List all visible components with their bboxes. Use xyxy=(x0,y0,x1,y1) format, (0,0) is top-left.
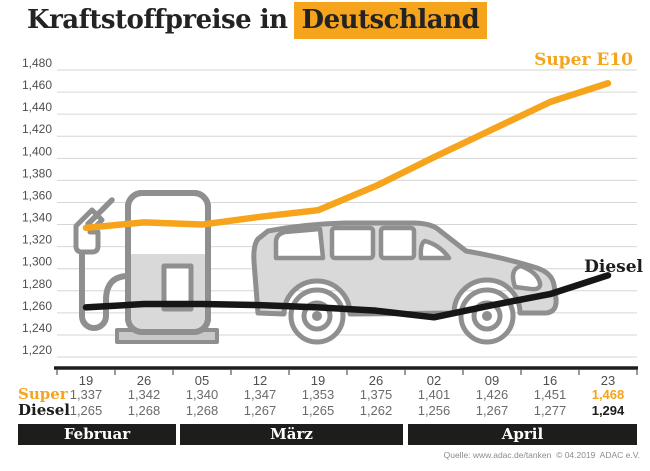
y-axis-tick-label: 1,300 xyxy=(22,255,52,269)
x-axis: 19 26 05 12 19 26 02 09 16 23 xyxy=(54,366,638,388)
y-axis-tick-label: 1,260 xyxy=(22,299,52,313)
super-value-cell: 1,426 xyxy=(475,387,509,402)
line-super xyxy=(82,79,612,232)
diesel-value-cell: 1,267 xyxy=(243,403,277,418)
page-title: Kraftstoffpreise in Deutschland xyxy=(27,2,488,39)
week-label: 23 xyxy=(601,373,615,388)
y-axis-tick-label: 1,220 xyxy=(22,343,52,357)
super-value-cell: 1,340 xyxy=(185,387,219,402)
diesel-value-cell: 1,277 xyxy=(533,403,567,418)
table-row-super: Super 1,337 1,342 1,340 1,347 1,353 1,375 1,40… xyxy=(0,385,650,403)
super-value-cell: 1,342 xyxy=(127,387,161,402)
source-note: Quelle: www.adac.de/tanken © 04.2019 ADA… xyxy=(443,450,640,460)
y-axis-tick-label: 1,480 xyxy=(22,56,52,70)
diesel-value-cell: 1,265 xyxy=(301,403,335,418)
week-label: 19 xyxy=(79,373,93,388)
row-header-super: Super xyxy=(18,385,68,403)
super-value-cell: 1,401 xyxy=(417,387,451,402)
week-label: 26 xyxy=(369,373,383,388)
super-value-cell: 1,375 xyxy=(359,387,393,402)
super-value-cell: 1,347 xyxy=(243,387,277,402)
diesel-value-cell: 1,268 xyxy=(185,403,219,418)
y-axis-tick-label: 1,400 xyxy=(22,144,52,158)
series-label-super-e10: Super E10 xyxy=(534,50,633,70)
diesel-value-cell: 1,262 xyxy=(359,403,393,418)
super-value-cell: 1,353 xyxy=(301,387,335,402)
week-label: 12 xyxy=(253,373,267,388)
line-diesel xyxy=(82,272,612,321)
y-axis-tick-label: 1,380 xyxy=(22,166,52,180)
week-label: 02 xyxy=(427,373,441,388)
fuel-pump-icon xyxy=(73,190,219,344)
y-axis-tick-label: 1,320 xyxy=(22,233,52,247)
week-label: 26 xyxy=(137,373,151,388)
diesel-value-cell: 1,294 xyxy=(591,403,625,418)
super-value-cell: 1,451 xyxy=(533,387,567,402)
super-value-cell: 1,468 xyxy=(591,387,625,402)
y-axis-tick-label: 1,460 xyxy=(22,78,52,92)
week-label: 19 xyxy=(311,373,325,388)
title-text: Kraftstoffpreise in xyxy=(27,5,288,35)
week-label: 05 xyxy=(195,373,209,388)
title-highlight: Deutschland xyxy=(293,2,488,39)
week-label: 16 xyxy=(543,373,557,388)
week-label: 09 xyxy=(485,373,499,388)
diesel-value-cell: 1,268 xyxy=(127,403,161,418)
super-value-cell: 1,337 xyxy=(69,387,103,402)
y-axis-tick-label: 1,280 xyxy=(22,277,52,291)
series-label-diesel: Diesel xyxy=(584,257,643,277)
y-axis-tick-label: 1,240 xyxy=(22,321,52,335)
y-axis-tick-label: 1,420 xyxy=(22,122,52,136)
diesel-value-cell: 1,265 xyxy=(69,403,103,418)
month-band-februar: Februar xyxy=(18,424,176,445)
series-lines xyxy=(82,79,612,321)
y-axis-tick-label: 1,360 xyxy=(22,188,52,202)
month-band-maerz: März xyxy=(180,424,403,445)
month-band-april: April xyxy=(408,424,637,445)
diesel-value-cell: 1,256 xyxy=(417,403,451,418)
diesel-value-cell: 1,267 xyxy=(475,403,509,418)
table-row-diesel: Diesel 1,265 1,268 1,268 1,267 1,265 1,262 1,2… xyxy=(0,401,650,419)
car-icon xyxy=(251,220,559,345)
y-axis-tick-label: 1,440 xyxy=(22,100,52,114)
y-axis-tick-label: 1,340 xyxy=(22,211,52,225)
row-header-diesel: Diesel xyxy=(18,401,70,419)
